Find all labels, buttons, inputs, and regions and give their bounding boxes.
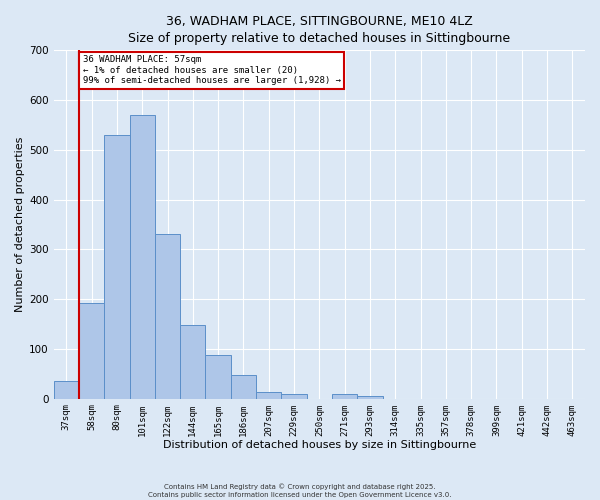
Title: 36, WADHAM PLACE, SITTINGBOURNE, ME10 4LZ
Size of property relative to detached : 36, WADHAM PLACE, SITTINGBOURNE, ME10 4L… bbox=[128, 15, 511, 45]
Bar bbox=[231, 375, 256, 398]
Text: 36 WADHAM PLACE: 57sqm
← 1% of detached houses are smaller (20)
99% of semi-deta: 36 WADHAM PLACE: 57sqm ← 1% of detached … bbox=[83, 56, 341, 85]
Bar bbox=[79, 303, 104, 398]
Bar bbox=[155, 234, 180, 398]
Bar bbox=[104, 135, 130, 398]
Bar bbox=[281, 394, 307, 398]
Bar bbox=[53, 382, 79, 398]
Bar bbox=[130, 115, 155, 399]
Text: Contains HM Land Registry data © Crown copyright and database right 2025.
Contai: Contains HM Land Registry data © Crown c… bbox=[148, 484, 452, 498]
Bar bbox=[332, 394, 357, 398]
Y-axis label: Number of detached properties: Number of detached properties bbox=[15, 137, 25, 312]
Bar bbox=[256, 392, 281, 398]
Bar bbox=[357, 396, 383, 398]
X-axis label: Distribution of detached houses by size in Sittingbourne: Distribution of detached houses by size … bbox=[163, 440, 476, 450]
Bar bbox=[205, 355, 231, 399]
Bar bbox=[180, 325, 205, 398]
